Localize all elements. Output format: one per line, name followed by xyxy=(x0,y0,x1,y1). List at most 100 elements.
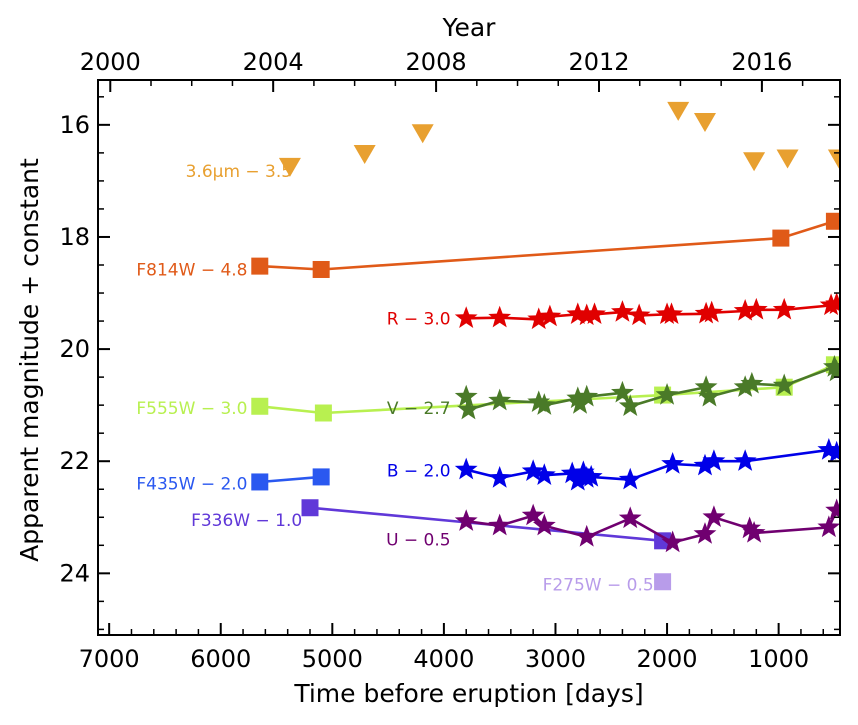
data-point-v-2-7-3 xyxy=(488,388,512,411)
data-point-u-0-5-9 xyxy=(702,505,726,527)
data-point-b-2-0-9 xyxy=(579,464,603,487)
data-point-r-3-0-11 xyxy=(660,302,683,325)
data-point-v-2-7-6 xyxy=(566,386,590,409)
data-point-f336w-1-0-2 xyxy=(654,532,672,550)
data-point-b-2-0-5 xyxy=(560,461,584,484)
data-point-r-3-0-7 xyxy=(583,302,606,325)
data-point-v-2-7-13 xyxy=(698,384,721,407)
data-point-b-2-0-13 xyxy=(702,449,726,471)
data-point-b-2-0-7 xyxy=(571,460,595,483)
top-tick-label-2008: 2008 xyxy=(406,48,467,76)
series-label-r-3-0: R − 3.0 xyxy=(387,309,451,329)
data-point-r-3-0-18 xyxy=(825,292,840,314)
data-point-u-0-5-7 xyxy=(661,530,685,553)
data-point-f336w-1-0-1 xyxy=(301,499,319,517)
data-point-f814w-4-8-2 xyxy=(312,260,330,278)
data-point-u-0-5-6 xyxy=(618,506,642,529)
data-point-u-0-5-3 xyxy=(521,503,545,526)
data-point-v-2-7-12 xyxy=(694,375,718,397)
data-point-r-3-0-2 xyxy=(488,305,512,328)
data-point-f814w-4-8-4 xyxy=(825,212,840,230)
data-point-f435w-2-0-2 xyxy=(312,468,330,486)
data-point-r-3-0-1 xyxy=(454,306,478,328)
x-tick-label-5000: 5000 xyxy=(302,645,363,673)
data-point-3-6um-3-5-8 xyxy=(827,149,840,169)
y-tick-label-18: 18 xyxy=(59,223,90,251)
series-label-f336w-1-0: F336W − 1.0 xyxy=(191,511,302,531)
data-point-3-6um-3-5-6 xyxy=(743,152,766,172)
data-point-u-0-5-1 xyxy=(454,509,478,531)
series-label-f555w-3-0: F555W − 3.0 xyxy=(136,399,247,419)
x-axis-title: Time before eruption [days] xyxy=(293,679,643,708)
data-point-3-6um-3-5-1 xyxy=(278,157,301,177)
top-axis-title: Year xyxy=(442,13,497,42)
series-line-f435w-2-0 xyxy=(259,475,322,484)
data-point-v-2-7-9 xyxy=(611,380,634,403)
top-tick-label-2000: 2000 xyxy=(80,48,141,76)
data-point-v-2-7-18 xyxy=(825,359,840,382)
data-point-r-3-0-15 xyxy=(744,297,768,320)
data-point-3-6um-3-5-3 xyxy=(411,124,434,144)
series-b-2-0 xyxy=(454,438,840,491)
y-tick-label-20: 20 xyxy=(59,335,90,363)
x-tick-label-7000: 7000 xyxy=(79,645,140,673)
data-point-f275w-0-5-1 xyxy=(654,573,672,591)
data-point-v-2-7-8 xyxy=(575,384,599,407)
data-point-f555w-3-0-1 xyxy=(251,397,269,415)
data-point-u-0-5-12 xyxy=(817,515,840,538)
data-point-b-2-0-2 xyxy=(488,466,512,488)
top-tick-label-2016: 2016 xyxy=(731,48,792,76)
data-point-u-0-5-5 xyxy=(575,524,599,547)
data-point-v-2-7-2 xyxy=(457,397,480,420)
y-tick-label-24: 24 xyxy=(59,559,90,587)
data-point-b-2-0-14 xyxy=(733,449,757,471)
series-label-u-0-5: U − 0.5 xyxy=(386,531,451,551)
data-point-v-2-7-14 xyxy=(733,375,757,397)
data-point-f435w-2-0-1 xyxy=(251,473,269,491)
series-3-6um-3-5 xyxy=(278,101,840,177)
x-tick-label-6000: 6000 xyxy=(190,645,251,673)
data-point-v-2-7-7 xyxy=(568,392,592,414)
x-tick-label-1000: 1000 xyxy=(748,645,809,673)
axes: 7000 6000 5000 4000 3000 2000 1000 16 18 20 22 24 20… xyxy=(59,48,841,673)
data-point-u-0-5-10 xyxy=(738,516,762,539)
data-point-b-2-0-11 xyxy=(661,452,685,474)
plot-frame xyxy=(97,79,841,636)
data-point-r-3-0-4 xyxy=(538,304,562,327)
series-labels: 3.6μm − 3.5 F814W − 4.8 R − 3.0 F555W − 3.0… xyxy=(136,162,653,596)
data-point-r-3-0-6 xyxy=(575,303,599,326)
data-point-r-3-0-9 xyxy=(627,303,651,326)
data-point-f555w-3-0-2 xyxy=(314,404,332,422)
data-point-v-2-7-10 xyxy=(618,394,642,416)
data-point-3-6um-3-5-2 xyxy=(353,145,376,164)
top-tick-label-2012: 2012 xyxy=(568,48,629,76)
x-tick-label-4000: 4000 xyxy=(413,645,474,673)
data-point-u-0-5-8 xyxy=(693,522,717,544)
data-point-b-2-0-3 xyxy=(521,459,545,482)
series-label-3-6um-3-5: 3.6μm − 3.5 xyxy=(186,162,293,182)
data-point-b-2-0-12 xyxy=(693,453,717,476)
x-tick-label-3000: 3000 xyxy=(525,645,586,673)
data-point-b-2-0-10 xyxy=(618,467,642,490)
data-point-b-2-0-16 xyxy=(825,440,840,463)
series-f435w-2-0 xyxy=(251,468,330,491)
data-point-r-3-0-13 xyxy=(700,300,724,323)
data-point-f814w-4-8-3 xyxy=(772,229,790,247)
series-label-f275w-0-5: F275W − 0.5 xyxy=(543,576,654,596)
data-point-v-2-7-1 xyxy=(454,384,478,407)
data-point-v-2-7-16 xyxy=(772,373,796,396)
data-point-r-3-0-14 xyxy=(733,298,757,321)
data-point-v-2-7-5 xyxy=(532,393,556,415)
data-point-u-0-5-13 xyxy=(825,498,840,521)
data-point-v-2-7-11 xyxy=(655,383,679,405)
series-label-b-2-0: B − 2.0 xyxy=(387,462,451,482)
data-point-r-3-0-3 xyxy=(527,307,551,330)
data-point-v-2-7-4 xyxy=(527,390,551,413)
data-point-3-6um-3-5-7 xyxy=(776,149,799,169)
data-point-b-2-0-4 xyxy=(532,463,556,485)
data-point-3-6um-3-5-5 xyxy=(693,113,716,133)
x-tick-label-2000: 2000 xyxy=(637,645,698,673)
series-u-0-5 xyxy=(454,498,840,553)
series-label-f814w-4-8: F814W − 4.8 xyxy=(136,261,247,281)
